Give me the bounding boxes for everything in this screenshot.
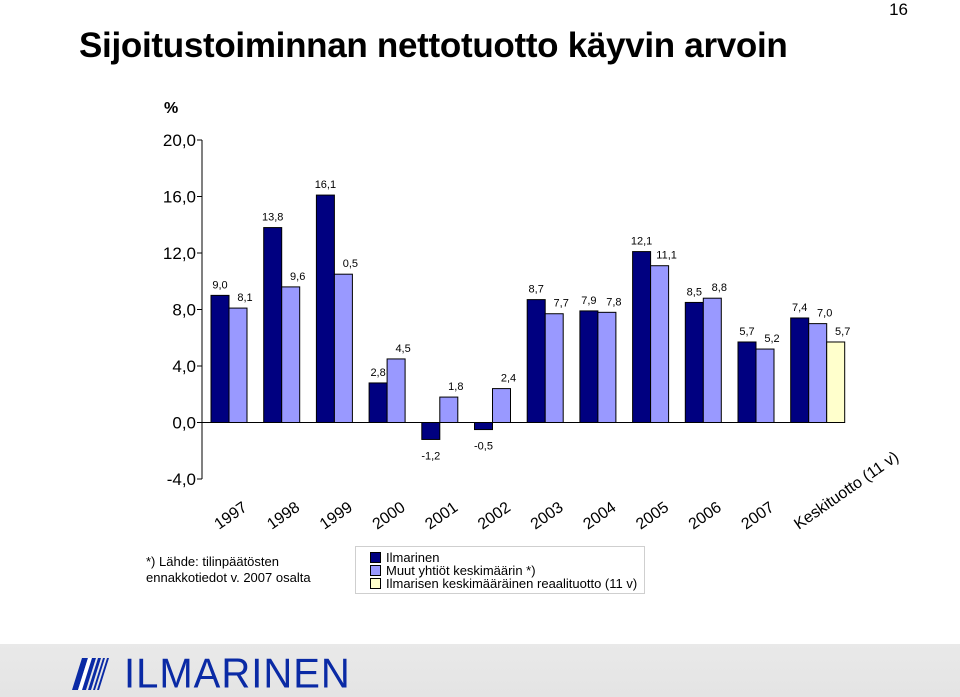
legend-label-real-return: Ilmarisen keskimääräinen reaalituotto (1… xyxy=(386,576,638,591)
slide-title: Sijoitustoiminnan nettotuotto käyvin arv… xyxy=(79,26,788,65)
legend-item-ilmarinen: Ilmarinen xyxy=(370,551,644,564)
y-tick-label: 4,0 xyxy=(172,357,196,376)
bar-2005-series-1 xyxy=(650,265,670,423)
bar-2004-series-1 xyxy=(597,311,617,424)
legend-item-others: Muut yhtiöt keskimäärin *) xyxy=(370,564,644,577)
data-label: 8,1 xyxy=(237,292,252,304)
x-tick-label: 1999 xyxy=(317,499,356,533)
bar-2002-series-0 xyxy=(474,422,493,431)
footer-band xyxy=(0,644,960,697)
data-label: -1,2 xyxy=(421,450,440,462)
legend-swatch-real-return xyxy=(370,578,381,589)
bar-1999-series-0 xyxy=(315,194,335,423)
bar-2003-series-1 xyxy=(544,313,564,423)
data-label: 7,0 xyxy=(817,308,832,320)
bar-keskituotto-11-v--series-2 xyxy=(826,341,846,423)
data-label: 9,0 xyxy=(212,279,227,291)
data-label: 12,1 xyxy=(631,236,652,248)
bar-2005-series-0 xyxy=(632,251,652,423)
bar-chart: % 20,0 16,0 12,0 8,0 4,0 0,0 -4,0 1997 1998 1999 20… xyxy=(163,100,902,534)
bar-2001-series-0 xyxy=(421,422,441,440)
bar-1997-series-0 xyxy=(210,294,230,423)
bar-1999-series-1 xyxy=(333,273,353,423)
source-note-line-2: ennakkotiedot v. 2007 osalta xyxy=(146,570,311,585)
y-tick-label: 12,0 xyxy=(163,244,196,263)
bar-keskituotto-11-v--series-1 xyxy=(808,323,828,423)
data-label: 1,8 xyxy=(448,381,463,393)
data-label: 8,8 xyxy=(712,282,727,294)
bar-1997-series-1 xyxy=(228,307,248,423)
bar-2004-series-0 xyxy=(579,310,599,424)
legend-label-others: Muut yhtiöt keskimäärin *) xyxy=(386,563,536,578)
legend-swatch-ilmarinen xyxy=(370,552,381,563)
source-note-line-1: *) Lähde: tilinpäätösten xyxy=(146,554,279,569)
x-tick-label: 2003 xyxy=(528,499,567,533)
data-label: 5,2 xyxy=(764,333,779,345)
data-label: 0,5 xyxy=(343,258,358,270)
y-tick-label: 16,0 xyxy=(163,188,196,207)
y-tick-label: 20,0 xyxy=(163,131,196,150)
bar-1998-series-0 xyxy=(263,227,283,423)
y-axis-unit-label: % xyxy=(164,100,178,117)
bar-2007-series-0 xyxy=(737,341,757,423)
source-note: *) Lähde: tilinpäätösten ennakkotiedot v… xyxy=(146,554,311,586)
legend-label-ilmarinen: Ilmarinen xyxy=(386,550,440,565)
data-label: 13,8 xyxy=(262,212,283,224)
data-label: 9,6 xyxy=(290,271,305,283)
bar-2003-series-0 xyxy=(526,299,546,423)
data-label: 5,7 xyxy=(835,326,850,338)
x-tick-label: 2000 xyxy=(370,499,409,533)
x-tick-label: 2007 xyxy=(739,499,778,533)
bar-2006-series-0 xyxy=(684,301,704,423)
bar-1998-series-1 xyxy=(281,286,301,423)
x-tick-label: 2005 xyxy=(633,499,672,533)
data-label: 8,7 xyxy=(529,284,544,296)
data-label: -0,5 xyxy=(474,441,493,453)
x-tick-label: 2001 xyxy=(422,499,461,533)
x-tick-label: 2004 xyxy=(580,499,619,533)
data-label: 7,4 xyxy=(792,302,807,314)
ilmarinen-logo: ILMARINEN xyxy=(72,650,351,697)
data-label: 5,7 xyxy=(739,326,754,338)
data-label: 4,5 xyxy=(395,343,410,355)
x-tick-label: 2006 xyxy=(686,499,725,533)
data-label: 2,4 xyxy=(501,373,516,385)
legend-swatch-others xyxy=(370,565,381,576)
data-label: 2,8 xyxy=(370,367,385,379)
x-tick-label: Keskituotto (11 v) xyxy=(791,449,902,534)
x-tick-label: 2002 xyxy=(475,499,514,533)
page-number: 16 xyxy=(889,0,908,19)
bar-2006-series-1 xyxy=(702,297,722,424)
bar-2000-series-1 xyxy=(386,358,406,423)
data-label: 7,7 xyxy=(554,298,569,310)
ilmarinen-logo-text: ILMARINEN xyxy=(124,650,351,697)
y-tick-label: 8,0 xyxy=(172,301,196,320)
bar-keskituotto-11-v--series-0 xyxy=(790,317,810,424)
bar-2001-series-1 xyxy=(439,396,459,424)
y-tick-label: 0,0 xyxy=(172,414,196,433)
x-tick-label: 1997 xyxy=(212,499,251,533)
bar-2007-series-1 xyxy=(755,348,775,423)
ilmarinen-logo-mark xyxy=(72,658,109,690)
data-label: 7,8 xyxy=(606,296,621,308)
data-label: 11,1 xyxy=(656,250,677,262)
legend-item-real-return: Ilmarisen keskimääräinen reaalituotto (1… xyxy=(370,577,644,590)
data-label: 16,1 xyxy=(315,179,336,191)
data-label: 7,9 xyxy=(581,295,596,307)
data-label: 8,5 xyxy=(687,286,702,298)
x-tick-label: 1998 xyxy=(264,499,303,533)
y-tick-label: -4,0 xyxy=(167,470,196,489)
bar-2002-series-1 xyxy=(492,388,511,424)
chart-legend: Ilmarinen Muut yhtiöt keskimäärin *) Ilm… xyxy=(355,546,645,594)
bar-2000-series-0 xyxy=(368,382,388,424)
